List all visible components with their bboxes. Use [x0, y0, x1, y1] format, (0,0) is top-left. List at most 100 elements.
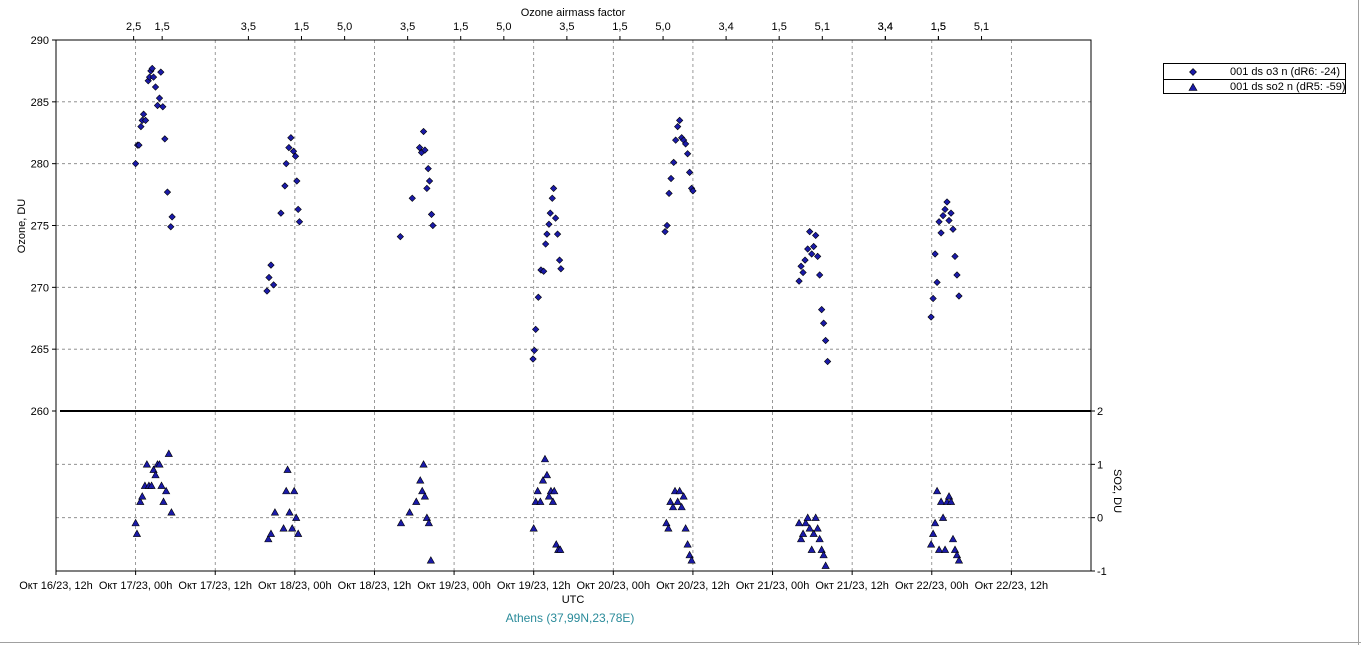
- ozone-point: [801, 256, 809, 264]
- airmass-tick-label: 1,5: [931, 21, 946, 33]
- ozone-point: [555, 256, 564, 264]
- so2-point: [556, 545, 565, 553]
- so2-point: [683, 540, 692, 548]
- so2-point: [940, 545, 950, 553]
- ozone-point: [151, 83, 160, 91]
- ozone-point: [951, 252, 959, 261]
- ozone-point: [149, 73, 158, 81]
- x-tick-label: Окт 16/23, 12h: [19, 580, 93, 592]
- so2-point: [538, 476, 548, 484]
- airmass-tick-label: 3,5: [559, 21, 574, 33]
- so2-point: [164, 449, 173, 457]
- x-tick-label: Окт 20/23, 00h: [577, 580, 651, 592]
- so2-point: [954, 556, 964, 564]
- airmass-tick-label: 1,5: [612, 21, 627, 33]
- ozone-tick-label: 285: [31, 97, 49, 109]
- so2-point: [288, 524, 297, 532]
- airmass-tick-label: 5,0: [337, 21, 352, 33]
- ozone-point: [419, 127, 428, 136]
- so2-point: [138, 492, 147, 500]
- ozone-point: [161, 135, 169, 143]
- so2-point: [809, 529, 818, 537]
- ozone-point: [530, 346, 538, 355]
- ozone-point: [543, 230, 551, 238]
- so2-point: [155, 460, 164, 468]
- ozone-point: [818, 305, 826, 314]
- ozone-point: [667, 174, 675, 183]
- window-right-border: [1358, 0, 1359, 645]
- x-tick-label: Окт 21/23, 12h: [815, 580, 889, 592]
- so2-point: [813, 524, 822, 532]
- ozone-point: [139, 110, 148, 118]
- ozone-point: [153, 101, 162, 110]
- so2-point: [416, 476, 425, 484]
- airmass-tick-label: 1,5: [453, 21, 468, 33]
- so2-point: [270, 508, 280, 516]
- ozone-point: [425, 177, 434, 185]
- ozone-point: [949, 225, 957, 233]
- x-tick-label: Окт 22/23, 12h: [975, 580, 1049, 592]
- so2-point: [944, 492, 954, 500]
- ozone-tick-label: 280: [31, 159, 49, 171]
- so2-point: [952, 550, 962, 559]
- ozone-point: [551, 214, 560, 222]
- ozone-point: [163, 188, 172, 196]
- so2-point: [292, 513, 301, 521]
- so2-point: [294, 529, 303, 537]
- so2-point: [687, 556, 696, 564]
- x-tick-label: Окт 17/23, 12h: [178, 580, 252, 592]
- airmass-tick-label: 3,4: [878, 21, 893, 33]
- triangle-marker-icon: [1188, 82, 1198, 91]
- legend-label-so2: 001 ds so2 n (dR5: -59): [1230, 81, 1346, 93]
- top-axis-title: Ozone airmass factor: [521, 7, 626, 19]
- ozone-point: [947, 209, 955, 217]
- so2-point: [136, 497, 145, 505]
- so2-axis-title: SO2, DU: [1111, 469, 1123, 513]
- ozone-point: [797, 262, 805, 270]
- ozone-point: [808, 250, 816, 258]
- airmass-tick-label: 3,5: [241, 21, 256, 33]
- ozone-point: [548, 194, 556, 202]
- so2-point: [666, 497, 675, 505]
- so2-point: [794, 518, 804, 527]
- ozone-tick-label: 260: [31, 406, 49, 418]
- so2-point: [817, 545, 826, 553]
- ozone-point: [408, 194, 416, 202]
- x-tick-label: Окт 17/23, 00h: [99, 580, 173, 592]
- plot-frame: [52, 36, 1095, 575]
- so2-point: [412, 497, 421, 505]
- airmass-tick-label: 3,4: [718, 21, 733, 33]
- ozone-point: [683, 150, 692, 158]
- airmass-tick-label: 5,1: [974, 21, 989, 33]
- so2-point: [938, 513, 948, 521]
- ozone-point: [935, 218, 943, 226]
- ozone-point: [799, 268, 807, 277]
- ozone-point: [546, 209, 554, 217]
- legend-label-o3: 001 ds o3 n (dR6: -24): [1230, 66, 1341, 78]
- so2-point: [285, 508, 294, 516]
- so2-point: [932, 486, 942, 495]
- grid-layer: [56, 40, 1091, 571]
- tick-labels: Окт 16/23, 12h Окт 17/23, 00h Окт 17/23, 1…: [19, 21, 1107, 592]
- ozone-point: [943, 198, 951, 206]
- airmass-tick-label: 1,5: [772, 21, 787, 33]
- so2-point: [290, 486, 299, 495]
- ozone-point: [291, 152, 300, 160]
- so2-point: [934, 545, 944, 553]
- ozone-point: [277, 209, 285, 217]
- so2-point: [677, 502, 686, 511]
- x-tick-label: Окт 18/23, 12h: [338, 580, 412, 592]
- ozone-point: [545, 220, 553, 228]
- ozone-point: [293, 177, 301, 185]
- legend-entry-so2: 001 ds so2 n (dR5: -59): [1164, 80, 1346, 94]
- so2-point: [946, 497, 956, 505]
- ozone-point: [821, 336, 830, 345]
- ozone-point: [953, 271, 961, 279]
- ozone-point: [168, 213, 176, 221]
- ozone-point: [549, 184, 558, 193]
- so2-tick-label: -1: [1097, 566, 1107, 578]
- so2-point: [264, 534, 273, 543]
- ozone-point: [955, 292, 963, 300]
- so2-point: [426, 556, 435, 564]
